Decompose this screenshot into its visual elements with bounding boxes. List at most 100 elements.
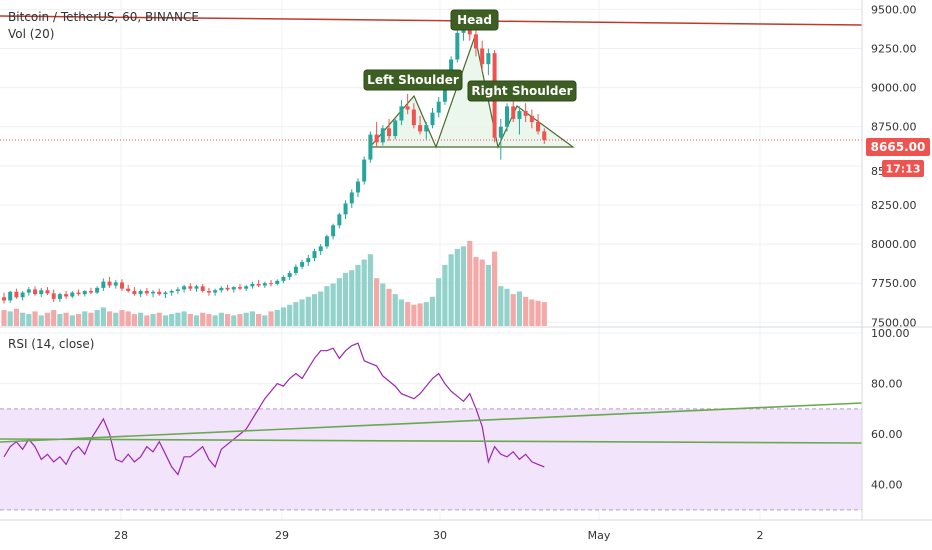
volume-bar bbox=[454, 248, 460, 326]
volume-bar bbox=[262, 315, 268, 326]
rsi-tick-label: 60.00 bbox=[871, 428, 903, 441]
volume-bar bbox=[63, 312, 69, 326]
candle-body bbox=[157, 291, 162, 295]
price-tick-label: 9250.00 bbox=[871, 43, 917, 56]
volume-bar bbox=[411, 304, 417, 326]
rsi-trendline-flat[interactable] bbox=[0, 438, 863, 444]
volume-bar bbox=[69, 315, 75, 326]
candle-body bbox=[219, 287, 224, 291]
candle bbox=[2, 292, 6, 304]
volume-indicator-label[interactable]: Vol (20) bbox=[8, 27, 54, 41]
candle bbox=[387, 118, 392, 141]
candle-body bbox=[269, 283, 274, 285]
candle-body bbox=[113, 282, 118, 286]
candle-body bbox=[95, 287, 100, 293]
candle-body bbox=[70, 292, 75, 297]
candle bbox=[157, 288, 162, 296]
volume-bar bbox=[119, 310, 125, 326]
candle bbox=[324, 234, 329, 249]
left-shoulder-label[interactable]: Left Shoulder bbox=[363, 69, 463, 91]
rsi-indicator-label[interactable]: RSI (14, close) bbox=[8, 337, 94, 351]
candle bbox=[26, 287, 31, 296]
volume-bar bbox=[150, 314, 156, 326]
candle-body bbox=[64, 294, 69, 297]
candle-body bbox=[349, 192, 354, 204]
candle-body bbox=[169, 291, 174, 293]
candle bbox=[57, 292, 62, 302]
volume-bar bbox=[349, 270, 355, 326]
volume-bar bbox=[311, 294, 318, 326]
rsi-axis[interactable]: 40.00 60.00 80.00 100.00 bbox=[871, 327, 910, 492]
time-axis[interactable]: 28 29 30 May 2 bbox=[114, 529, 764, 542]
candle bbox=[126, 284, 131, 293]
volume-bar bbox=[88, 312, 94, 326]
candle bbox=[523, 103, 528, 123]
volume-bar bbox=[131, 314, 138, 326]
volume-bar bbox=[485, 264, 491, 326]
candle-body bbox=[442, 79, 447, 102]
candle bbox=[244, 284, 249, 292]
volume-bar bbox=[330, 283, 336, 326]
volume-bar bbox=[169, 314, 175, 326]
candle-body bbox=[225, 287, 230, 290]
candle bbox=[362, 156, 367, 185]
candle-body bbox=[2, 297, 6, 301]
right-shoulder-label[interactable]: Right Shoulder bbox=[467, 80, 577, 102]
candle-body bbox=[368, 134, 373, 160]
volume-bar bbox=[442, 264, 448, 326]
candle bbox=[318, 244, 323, 256]
candle-body bbox=[200, 286, 205, 292]
candle-body bbox=[14, 291, 19, 298]
head-label[interactable]: Head bbox=[450, 9, 499, 31]
volume-bar bbox=[361, 259, 367, 326]
volume-bar bbox=[274, 310, 280, 326]
candle bbox=[300, 259, 305, 270]
candle-body bbox=[436, 101, 441, 113]
resistance-trendline[interactable] bbox=[0, 15, 863, 26]
volume-bar bbox=[429, 296, 436, 326]
candle-body bbox=[523, 111, 528, 116]
price-axis[interactable]: 7500.00 7750.00 8000.00 8250.00 8750.00 9000.… bbox=[871, 3, 917, 329]
rsi-trendline-rising[interactable] bbox=[0, 402, 863, 443]
rsi-band bbox=[0, 408, 862, 510]
candle-body bbox=[511, 106, 516, 119]
candle-body bbox=[337, 214, 342, 226]
candle bbox=[113, 280, 118, 289]
candle bbox=[399, 100, 404, 126]
candle bbox=[405, 93, 410, 115]
candle bbox=[151, 290, 156, 298]
candle-body bbox=[411, 109, 416, 126]
bar-countdown-badge: 17:13 bbox=[882, 160, 924, 177]
volume-bar bbox=[529, 299, 535, 326]
candle-body bbox=[101, 281, 106, 288]
volume-bar bbox=[504, 288, 510, 326]
volume-bar bbox=[305, 296, 311, 326]
candle bbox=[213, 288, 218, 296]
volume-bar bbox=[218, 312, 224, 326]
candle-body bbox=[231, 287, 236, 290]
volume-bar bbox=[287, 304, 293, 326]
volume-bar bbox=[181, 311, 187, 326]
candle bbox=[287, 270, 292, 281]
candle-body bbox=[213, 290, 218, 293]
volume-bar bbox=[516, 291, 523, 326]
volume-bar bbox=[491, 251, 498, 326]
volume-bar bbox=[392, 294, 398, 326]
candle-body bbox=[418, 125, 423, 132]
volume-bar bbox=[162, 315, 169, 326]
volume-bar bbox=[44, 312, 51, 326]
rsi-tick-label: 80.00 bbox=[871, 378, 903, 391]
candle bbox=[219, 286, 224, 293]
candle-body bbox=[517, 111, 522, 119]
candle bbox=[436, 97, 441, 118]
candle-body bbox=[175, 289, 180, 292]
volume-bar bbox=[498, 286, 504, 326]
candle bbox=[175, 287, 180, 295]
candle bbox=[511, 100, 516, 123]
candle bbox=[529, 109, 534, 129]
candle bbox=[343, 200, 348, 220]
volume-bar bbox=[299, 299, 305, 326]
candle bbox=[306, 255, 311, 266]
candle-body bbox=[430, 112, 435, 126]
